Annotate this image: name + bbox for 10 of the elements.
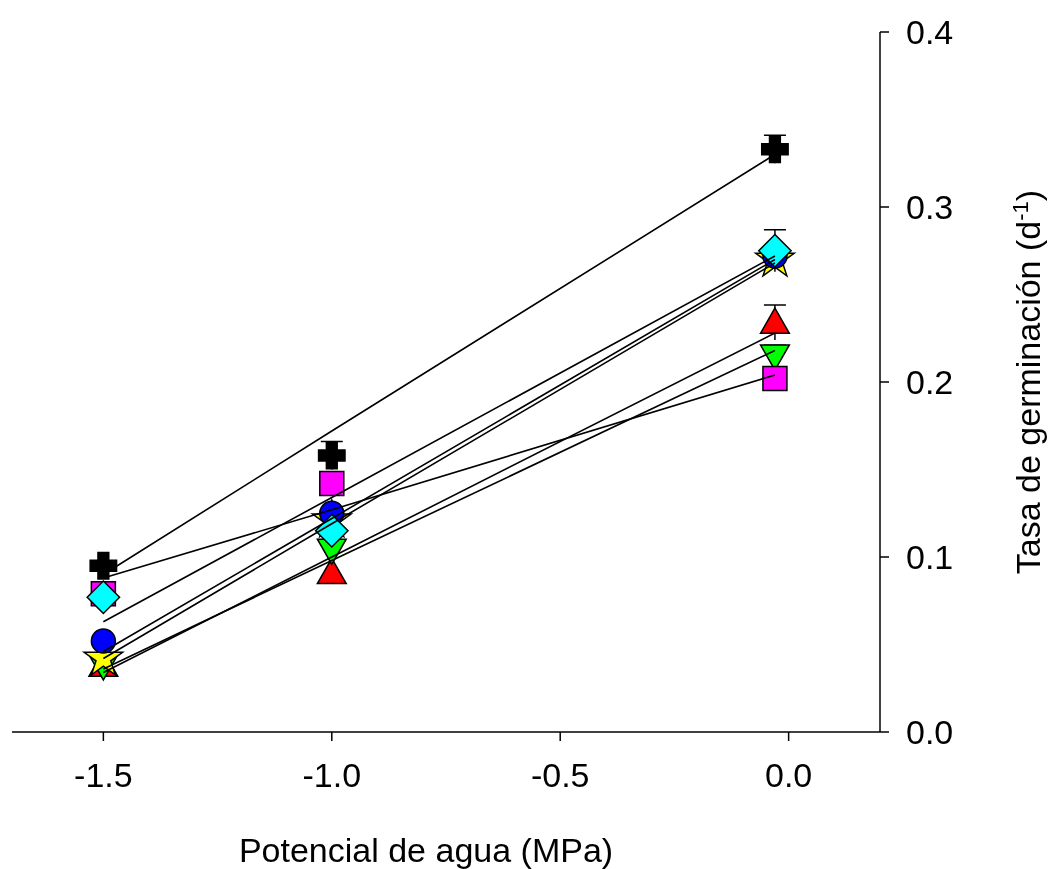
x-tick-label: -0.5 [530,756,590,794]
y-tick-label: 0.2 [906,363,954,401]
y-tick-label: 0.1 [906,538,954,576]
y-tick-label: 0.4 [906,13,954,51]
x-axis-title: Potencial de agua (MPa) [238,831,614,869]
y-tick-label: 0.3 [906,188,954,226]
x-tick-label: -1.5 [74,756,133,794]
x-tick-label: -1.0 [302,756,362,794]
y-tick-label: 0.0 [906,713,954,751]
x-tick-label: 0.0 [765,756,813,794]
